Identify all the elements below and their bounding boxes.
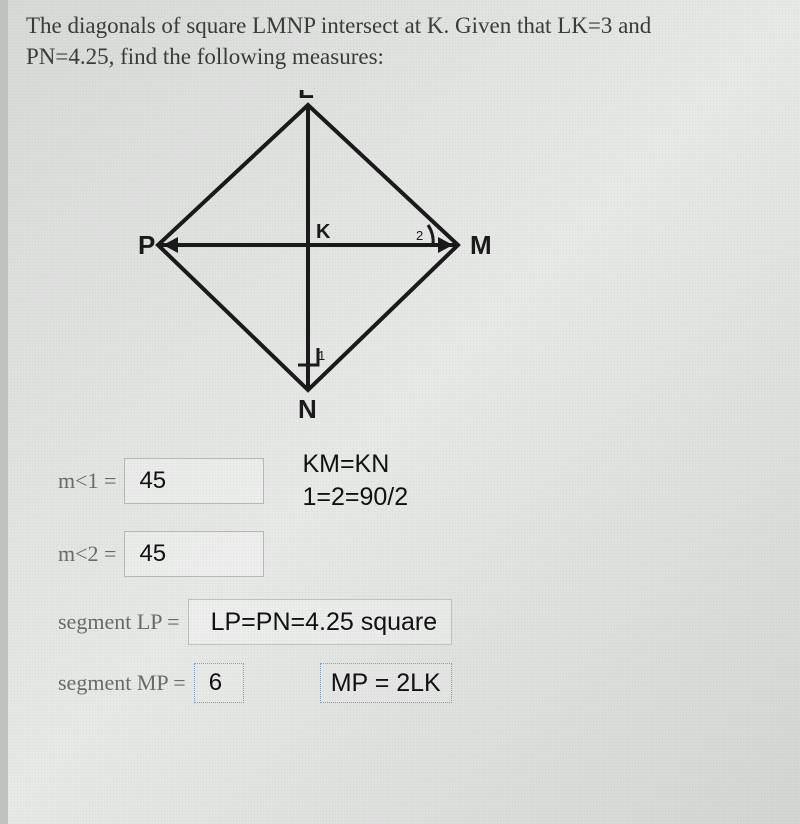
angle2-label: 2 — [416, 228, 423, 243]
mp-value: 6 — [209, 669, 222, 697]
mp-label: segment MP = — [58, 670, 186, 696]
note-eq: 1=2=90/2 — [302, 483, 408, 511]
label-p: P — [138, 230, 155, 260]
m2-label: m<2 = — [58, 541, 116, 567]
question-text: The diagonals of square LMNP intersect a… — [8, 0, 800, 72]
question-line2: PN=4.25, find the following measures: — [26, 44, 384, 69]
label-m: M — [470, 230, 492, 260]
lp-value: LP=PN=4.25 square — [211, 608, 438, 637]
m2-value: 45 — [139, 540, 166, 568]
lp-label: segment LP = — [58, 609, 180, 635]
km-note: KM=KN 1=2=90/2 — [302, 448, 408, 513]
row-lp: segment LP = LP=PN=4.25 square — [58, 599, 800, 645]
mp-input2[interactable]: MP = 2LK — [320, 663, 452, 703]
m1-value: 45 — [139, 467, 166, 495]
row-m1: m<1 = 45 KM=KN 1=2=90/2 — [58, 448, 800, 513]
mp-input[interactable]: 6 — [194, 663, 244, 703]
square-diagram: L M P N K 1 2 — [138, 90, 518, 430]
m1-label: m<1 = — [58, 468, 116, 494]
label-k: K — [316, 221, 331, 243]
row-mp: segment MP = 6 MP = 2LK — [58, 663, 800, 703]
row-m2: m<2 = 45 — [58, 531, 800, 577]
angle1-label: 1 — [318, 348, 325, 363]
label-n: N — [298, 394, 317, 424]
m1-input[interactable]: 45 — [124, 458, 264, 504]
diagram-container: L M P N K 1 2 — [8, 90, 800, 430]
mp-value2: MP = 2LK — [331, 669, 441, 698]
lp-input[interactable]: LP=PN=4.25 square — [188, 599, 453, 645]
angle2-arc — [428, 225, 433, 245]
answers-section: m<1 = 45 KM=KN 1=2=90/2 m<2 = 45 segment… — [8, 430, 800, 703]
question-line1: The diagonals of square LMNP intersect a… — [26, 13, 651, 38]
label-l: L — [298, 90, 314, 104]
note-km: KM=KN — [302, 450, 389, 478]
m2-input[interactable]: 45 — [124, 531, 264, 577]
